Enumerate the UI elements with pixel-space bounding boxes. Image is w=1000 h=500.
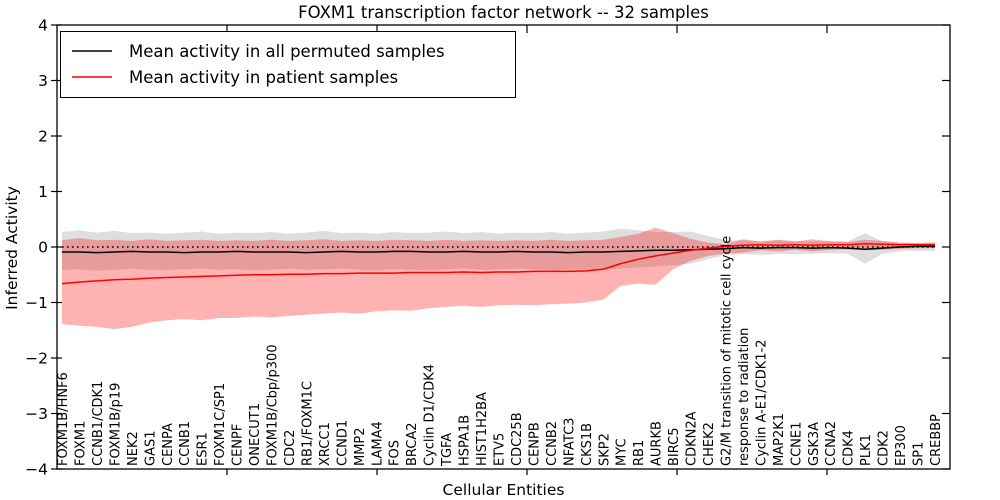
x-tick-label: LAMA4 [370, 421, 385, 466]
x-tick-label: GSK3A [807, 422, 822, 466]
x-tick-label: RB1/FOXM1C [300, 381, 315, 466]
x-tick-label: NEK2 [126, 431, 141, 466]
x-tick-label: CKS1B [580, 423, 595, 466]
x-tick-label: FOXM1B/Cbp/p300 [266, 344, 281, 466]
x-tick-label: HIST1H2BA [475, 392, 490, 466]
x-axis-label: Cellular Entities [442, 481, 565, 499]
mean-line-patient [61, 242, 935, 285]
mean-line-permuted [62, 245, 935, 254]
x-tick-label: CENPF [231, 424, 246, 466]
x-tick-label: FOXM1 [73, 421, 88, 466]
legend-line-patient-icon [72, 76, 112, 78]
x-tick-label: FOXM1B/p19 [108, 383, 123, 466]
x-tick-label: FOXM1C/SP1 [213, 383, 228, 466]
x-tick-label: Cyclin D1/CDK4 [423, 364, 438, 466]
x-tick-label: CHEK2 [702, 422, 717, 466]
x-tick-label: ESR1 [196, 432, 211, 466]
x-tick-label: NFATC3 [562, 418, 577, 466]
x-tick-label: CCNB2 [545, 421, 560, 466]
legend-item-patient: Mean activity in patient samples [71, 64, 505, 90]
x-tick-label: XRCC1 [318, 422, 333, 466]
legend: Mean activity in all permuted samples Me… [60, 31, 516, 98]
y-axis-label: Inferred Activity [3, 186, 21, 310]
x-tick-label: ONECUT1 [248, 403, 263, 466]
y-tick-label: −1 [25, 294, 48, 312]
x-tick-label: FOXM1B/HNF6 [56, 372, 71, 466]
x-tick-label: TGFA [440, 433, 455, 467]
x-tick-label: CDK2 [877, 430, 892, 466]
y-tick-label: 2 [38, 128, 48, 146]
legend-line-permuted-icon [72, 50, 112, 52]
x-tick-label: response to radiation [737, 328, 752, 466]
y-tick-label: −3 [25, 405, 48, 423]
x-tick-label: MMP2 [353, 427, 368, 466]
x-tick-label: CDK4 [842, 430, 857, 466]
y-tick-label: 4 [38, 17, 48, 35]
x-tick-label: SP1 [912, 442, 927, 466]
x-tick-label: EP300 [894, 425, 909, 466]
x-tick-label: BIRC5 [667, 428, 682, 467]
y-tick-label: 1 [38, 183, 48, 201]
x-tick-label: CCND1 [335, 420, 350, 466]
x-tick-label: G2/M transition of mitotic cell cycle [719, 236, 734, 466]
legend-label-patient: Mean activity in patient samples [129, 67, 399, 87]
y-tick-label: 0 [38, 239, 48, 257]
x-tick-label: HSPA1B [458, 415, 473, 466]
confidence-band-patient [62, 227, 935, 330]
x-tick-label: CENPA [161, 423, 176, 466]
x-tick-label: GAS1 [143, 431, 158, 467]
x-tick-label: ETV5 [493, 433, 508, 466]
x-tick-label: CDKN2A [685, 411, 700, 466]
x-tick-label: CCNA2 [824, 421, 839, 466]
x-tick-label: CCNB1/CDK1 [91, 381, 106, 466]
x-tick-label: MYC [615, 438, 630, 466]
x-tick-label: CDC25B [510, 412, 525, 466]
x-tick-label: MAP2K1 [772, 413, 787, 466]
y-tick-label: −4 [25, 461, 48, 479]
x-tick-label: SKP2 [597, 433, 612, 466]
x-tick-label: CDC2 [283, 430, 298, 466]
y-tick-label: −2 [25, 350, 48, 368]
chart-title: FOXM1 transcription factor network -- 32… [298, 3, 709, 22]
y-tick-label: 3 [38, 72, 48, 90]
x-tick-label: PLK1 [859, 434, 874, 466]
x-tick-label: CENPB [527, 422, 542, 466]
x-tick-label: Cyclin A-E1/CDK1-2 [754, 339, 769, 466]
x-tick-label: AURKB [650, 421, 665, 466]
legend-label-permuted: Mean activity in all permuted samples [129, 41, 445, 61]
confidence-band-permuted [62, 228, 935, 271]
x-tick-label: CCNE1 [789, 422, 804, 466]
x-tick-label: RB1 [632, 440, 647, 466]
legend-item-permuted: Mean activity in all permuted samples [71, 38, 505, 64]
x-tick-label: CREBBP [929, 414, 944, 466]
x-tick-label: FOS [388, 440, 403, 466]
x-tick-label: CCNB1 [178, 421, 193, 466]
x-tick-label: BRCA2 [405, 422, 420, 466]
